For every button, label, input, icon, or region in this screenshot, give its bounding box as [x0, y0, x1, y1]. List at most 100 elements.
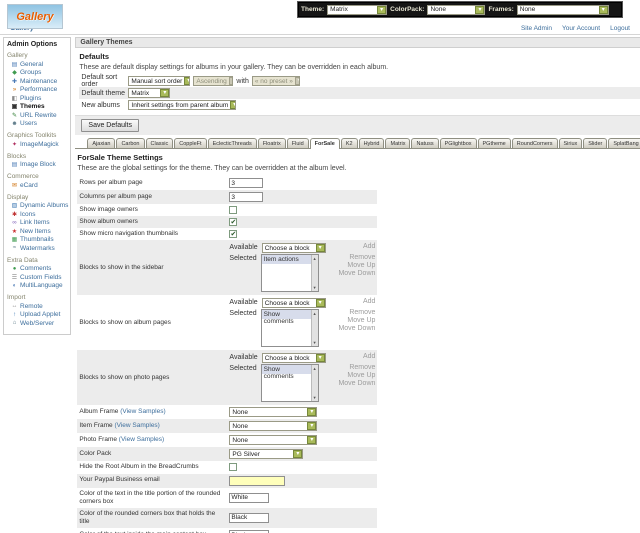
nav-link-logout[interactable]: Logout [610, 24, 630, 32]
frames-select[interactable]: None ▾ [516, 4, 609, 15]
scroll-up-icon[interactable]: ▲ [312, 256, 317, 262]
tab-forsale[interactable]: ForSale [309, 138, 340, 149]
scroll-up-icon[interactable]: ▲ [312, 311, 317, 317]
sidebar-item-multilanguage[interactable]: ◐ MultiLanguage [7, 282, 68, 291]
save-defaults-button[interactable]: Save Defaults [81, 119, 139, 132]
sidebar-item-web-server[interactable]: ⌂ Web/Server [7, 319, 68, 328]
move-up-action[interactable]: Move Up [347, 317, 376, 325]
move-up-action[interactable]: Move Up [347, 262, 376, 270]
text-input-1[interactable] [229, 192, 264, 202]
checkbox-unchecked[interactable] [229, 206, 238, 215]
new-albums-select[interactable]: Inherit settings from parent album ▾ [128, 100, 237, 110]
listbox-scrollbar[interactable]: ▲ ▼ [310, 365, 318, 402]
tab-natuss[interactable]: Natuss [411, 138, 439, 148]
move-down-action[interactable]: Move Down [338, 380, 376, 388]
scroll-down-icon[interactable]: ▼ [312, 395, 317, 401]
listbox-scrollbar[interactable]: ▲ ▼ [310, 310, 318, 347]
sidebar-item-groups[interactable]: ◆ Groups [7, 69, 68, 78]
tab-pgtheme[interactable]: PGtheme [477, 138, 511, 148]
tab-ajaxian[interactable]: Ajaxian [87, 138, 116, 148]
checkbox-unchecked[interactable] [229, 463, 238, 472]
remove-action[interactable]: Remove [349, 309, 376, 317]
row-select[interactable]: PG Silver ▾ [229, 449, 304, 460]
move-down-action[interactable]: Move Down [338, 325, 376, 333]
listbox-scrollbar[interactable]: ▲ ▼ [310, 255, 318, 292]
tab-pglightbox[interactable]: PGlightbox [439, 138, 477, 148]
listbox-item[interactable]: Show comments [261, 365, 311, 380]
selected-blocks-listbox[interactable]: Show comments ▲ ▼ [260, 364, 319, 403]
add-action[interactable]: Add [362, 243, 376, 251]
remove-action[interactable]: Remove [349, 254, 376, 262]
sidebar-item-image-block[interactable]: ▤ Image Block [7, 161, 68, 170]
sidebar-item-link-items[interactable]: ∞ Link Items [7, 219, 68, 228]
sidebar-item-general[interactable]: ▤ General [7, 60, 68, 69]
scroll-up-icon[interactable]: ▲ [312, 366, 317, 372]
selected-blocks-listbox[interactable]: Show comments ▲ ▼ [260, 309, 319, 348]
text-input-0[interactable] [229, 178, 264, 188]
sidebar-item-upload-applet[interactable]: ↑ Upload Applet [7, 311, 68, 320]
tab-splatbang[interactable]: SplatBang [608, 138, 640, 148]
scroll-down-icon[interactable]: ▼ [312, 340, 317, 346]
sidebar-item-url-rewrite[interactable]: ✎ URL Rewrite [7, 111, 68, 120]
sidebar-item-themes[interactable]: ▣ Themes [7, 103, 68, 112]
tab-k2[interactable]: K2 [340, 138, 358, 148]
sidebar-item-plugins[interactable]: ◧ Plugins [7, 94, 68, 103]
tab-coppleft[interactable]: CoppleFt [174, 138, 207, 148]
view-samples-link[interactable]: (View Samples) [118, 436, 165, 444]
row-select[interactable]: None ▾ [229, 435, 318, 446]
sidebar-item-users[interactable]: ☻ Users [7, 120, 68, 129]
sidebar-item-custom-fields[interactable]: ☰ Custom Fields [7, 273, 68, 282]
selected-blocks-listbox[interactable]: Item actions ▲ ▼ [260, 254, 319, 293]
tab-slider[interactable]: Slider [583, 138, 608, 148]
sidebar-item-imagemagick[interactable]: ✦ ImageMagick [7, 140, 68, 149]
sidebar-item-comments[interactable]: ● Comments [7, 265, 68, 274]
choose-block-select[interactable]: Choose a block ▾ [261, 353, 326, 364]
default-theme-select[interactable]: Matrix ▾ [128, 88, 171, 98]
checkbox-checked[interactable]: ✔ [229, 218, 238, 227]
sidebar-item-performance[interactable]: » Performance [7, 86, 68, 95]
text-input-14[interactable] [229, 492, 270, 503]
listbox-item[interactable]: Item actions [261, 255, 311, 265]
sidebar-item-new-items[interactable]: ★ New Items [7, 227, 68, 236]
sidebar-item-icons[interactable]: ✱ Icons [7, 210, 68, 219]
add-action[interactable]: Add [362, 298, 376, 306]
tab-hybrid[interactable]: Hybrid [358, 138, 385, 148]
scroll-down-icon[interactable]: ▼ [312, 285, 317, 291]
row-select[interactable]: None ▾ [229, 407, 318, 418]
view-samples-link[interactable]: (View Samples) [120, 408, 166, 416]
sidebar-item-remote[interactable]: ↔ Remote [7, 302, 68, 311]
theme-select[interactable]: Matrix ▾ [327, 4, 388, 15]
sidebar-item-watermarks[interactable]: ≈ Watermarks [7, 244, 68, 253]
text-input-15[interactable] [229, 512, 270, 523]
tab-matrix[interactable]: Matrix [385, 138, 411, 148]
add-action[interactable]: Add [362, 353, 376, 361]
tab-fluid[interactable]: Fluid [286, 138, 309, 148]
nav-link-site-admin[interactable]: Site Admin [520, 24, 553, 32]
default-sort-order-select[interactable]: Manual sort order ▾ [128, 76, 191, 86]
sidebar-item-ecard[interactable]: ✉ eCard [7, 181, 68, 190]
text-input-13[interactable] [229, 475, 286, 486]
move-up-action[interactable]: Move Up [347, 372, 376, 380]
view-samples-link[interactable]: (View Samples) [114, 422, 160, 430]
row-select[interactable]: None ▾ [229, 421, 318, 432]
text-input-16[interactable] [229, 530, 270, 533]
move-down-action[interactable]: Move Down [338, 270, 376, 278]
gallery-logo[interactable]: Gallery [7, 4, 63, 29]
tab-floatrix[interactable]: Floatrix [257, 138, 286, 148]
tab-roundcorners[interactable]: RoundCorners [511, 138, 558, 148]
colorpack-select[interactable]: None ▾ [427, 4, 486, 15]
tab-carbon[interactable]: Carbon [116, 138, 145, 148]
default-sort-order-value: Manual sort order [131, 77, 183, 85]
nav-link-your-account[interactable]: Your Account [562, 24, 601, 32]
sidebar-item-maintenance[interactable]: ✚ Maintenance [7, 77, 68, 86]
tab-siriux[interactable]: Siriux [558, 138, 583, 148]
listbox-item[interactable]: Show comments [261, 310, 311, 325]
sidebar-item-thumbnails[interactable]: ▦ Thumbnails [7, 236, 68, 245]
tab-eclecticthreads[interactable]: EclecticThreads [207, 138, 257, 148]
checkbox-checked[interactable]: ✔ [229, 230, 238, 239]
sidebar-item-dynamic-albums[interactable]: ▧ Dynamic Albums [7, 202, 69, 211]
tab-classic[interactable]: Classic [145, 138, 174, 148]
choose-block-select[interactable]: Choose a block ▾ [261, 298, 326, 309]
remove-action[interactable]: Remove [349, 364, 376, 372]
choose-block-select[interactable]: Choose a block ▾ [261, 243, 326, 254]
